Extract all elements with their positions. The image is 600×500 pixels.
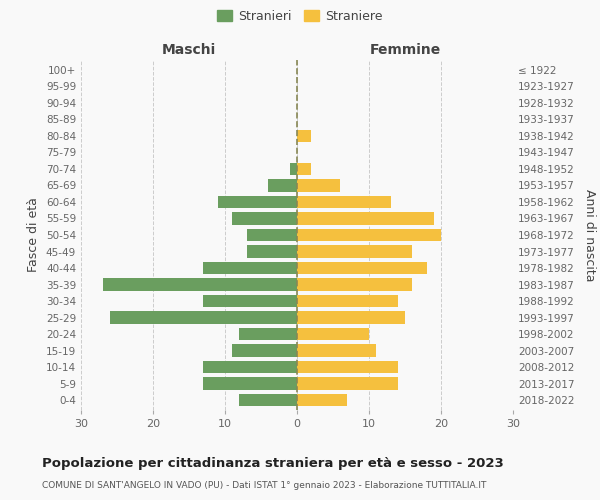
Bar [297,394,347,406]
Bar [232,212,297,224]
Bar [290,163,297,175]
Bar [268,180,297,192]
Bar [297,163,311,175]
Bar [203,361,297,374]
Y-axis label: Anni di nascita: Anni di nascita [583,188,596,281]
Text: Popolazione per cittadinanza straniera per età e sesso - 2023: Popolazione per cittadinanza straniera p… [42,458,504,470]
Bar [297,378,398,390]
Legend: Stranieri, Straniere: Stranieri, Straniere [213,6,387,26]
Bar [239,394,297,406]
Bar [297,229,441,241]
Bar [297,196,391,208]
Bar [297,328,369,340]
Bar [103,278,297,290]
Text: COMUNE DI SANT'ANGELO IN VADO (PU) - Dati ISTAT 1° gennaio 2023 - Elaborazione T: COMUNE DI SANT'ANGELO IN VADO (PU) - Dat… [42,481,487,490]
Bar [297,312,405,324]
Bar [297,344,376,357]
Bar [247,246,297,258]
Bar [297,361,398,374]
Y-axis label: Fasce di età: Fasce di età [28,198,40,272]
Bar [297,212,434,224]
Bar [218,196,297,208]
Bar [247,229,297,241]
Bar [297,262,427,274]
Bar [297,180,340,192]
Bar [297,130,311,142]
Text: Maschi: Maschi [162,42,216,56]
Bar [239,328,297,340]
Text: Femmine: Femmine [370,42,440,56]
Bar [203,295,297,307]
Bar [232,344,297,357]
Bar [110,312,297,324]
Bar [297,295,398,307]
Bar [203,378,297,390]
Bar [203,262,297,274]
Bar [297,246,412,258]
Bar [297,278,412,290]
